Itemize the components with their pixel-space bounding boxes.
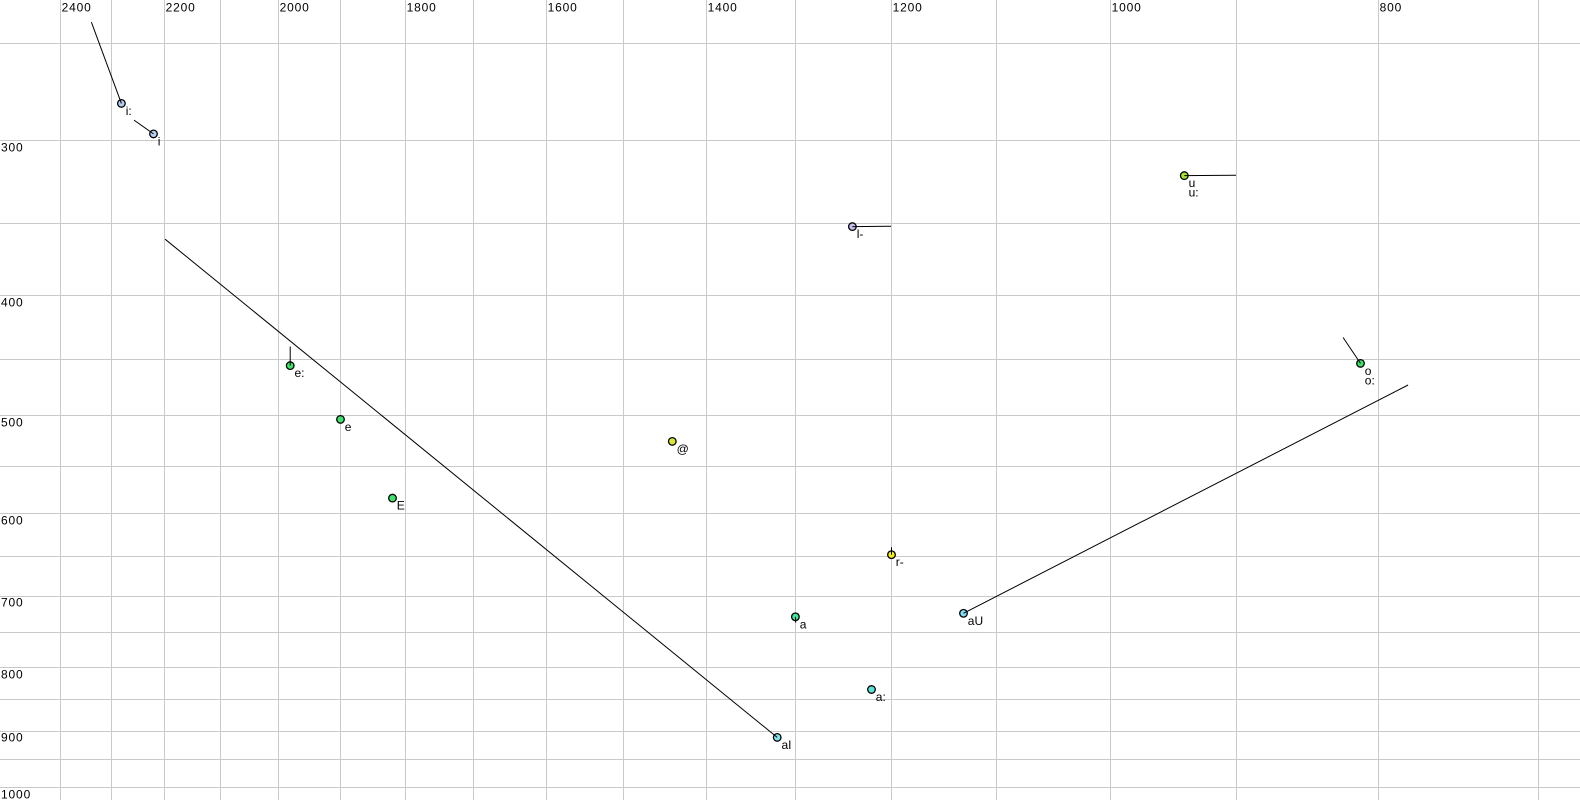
svg-text:2400: 2400 [62, 0, 92, 14]
svg-text:700: 700 [1, 595, 24, 609]
svg-text:1600: 1600 [548, 0, 578, 14]
svg-text:1200: 1200 [893, 0, 923, 14]
svg-text:1800: 1800 [407, 0, 437, 14]
svg-text:a: a [800, 617, 807, 631]
svg-text:2000: 2000 [280, 0, 310, 14]
svg-text:i: i [158, 134, 161, 148]
svg-text:1400: 1400 [708, 0, 738, 14]
svg-text:i:: i: [126, 104, 132, 118]
svg-text:o:: o: [1365, 373, 1375, 387]
svg-text:aU: aU [968, 614, 983, 628]
svg-text:o: o [1365, 364, 1372, 378]
svg-text:u: u [1189, 176, 1196, 190]
svg-text:500: 500 [1, 415, 24, 429]
svg-text:@: @ [677, 442, 689, 456]
svg-text:aI: aI [782, 738, 792, 752]
svg-text:900: 900 [1, 730, 24, 744]
svg-text:600: 600 [1, 513, 24, 527]
svg-text:e: e [345, 420, 352, 434]
svg-text:e:: e: [295, 366, 305, 380]
svg-text:1000: 1000 [1, 787, 31, 800]
svg-text:800: 800 [1, 667, 24, 681]
svg-text:400: 400 [1, 295, 24, 309]
svg-text:u:: u: [1189, 186, 1199, 200]
svg-text:1000: 1000 [1112, 0, 1142, 14]
svg-text:a:: a: [876, 690, 886, 704]
svg-text:2200: 2200 [166, 0, 196, 14]
svg-text:300: 300 [1, 140, 24, 154]
svg-text:l-: l- [857, 227, 864, 241]
svg-text:800: 800 [1380, 0, 1403, 14]
svg-text:E: E [397, 499, 405, 513]
svg-text:r-: r- [896, 555, 904, 569]
